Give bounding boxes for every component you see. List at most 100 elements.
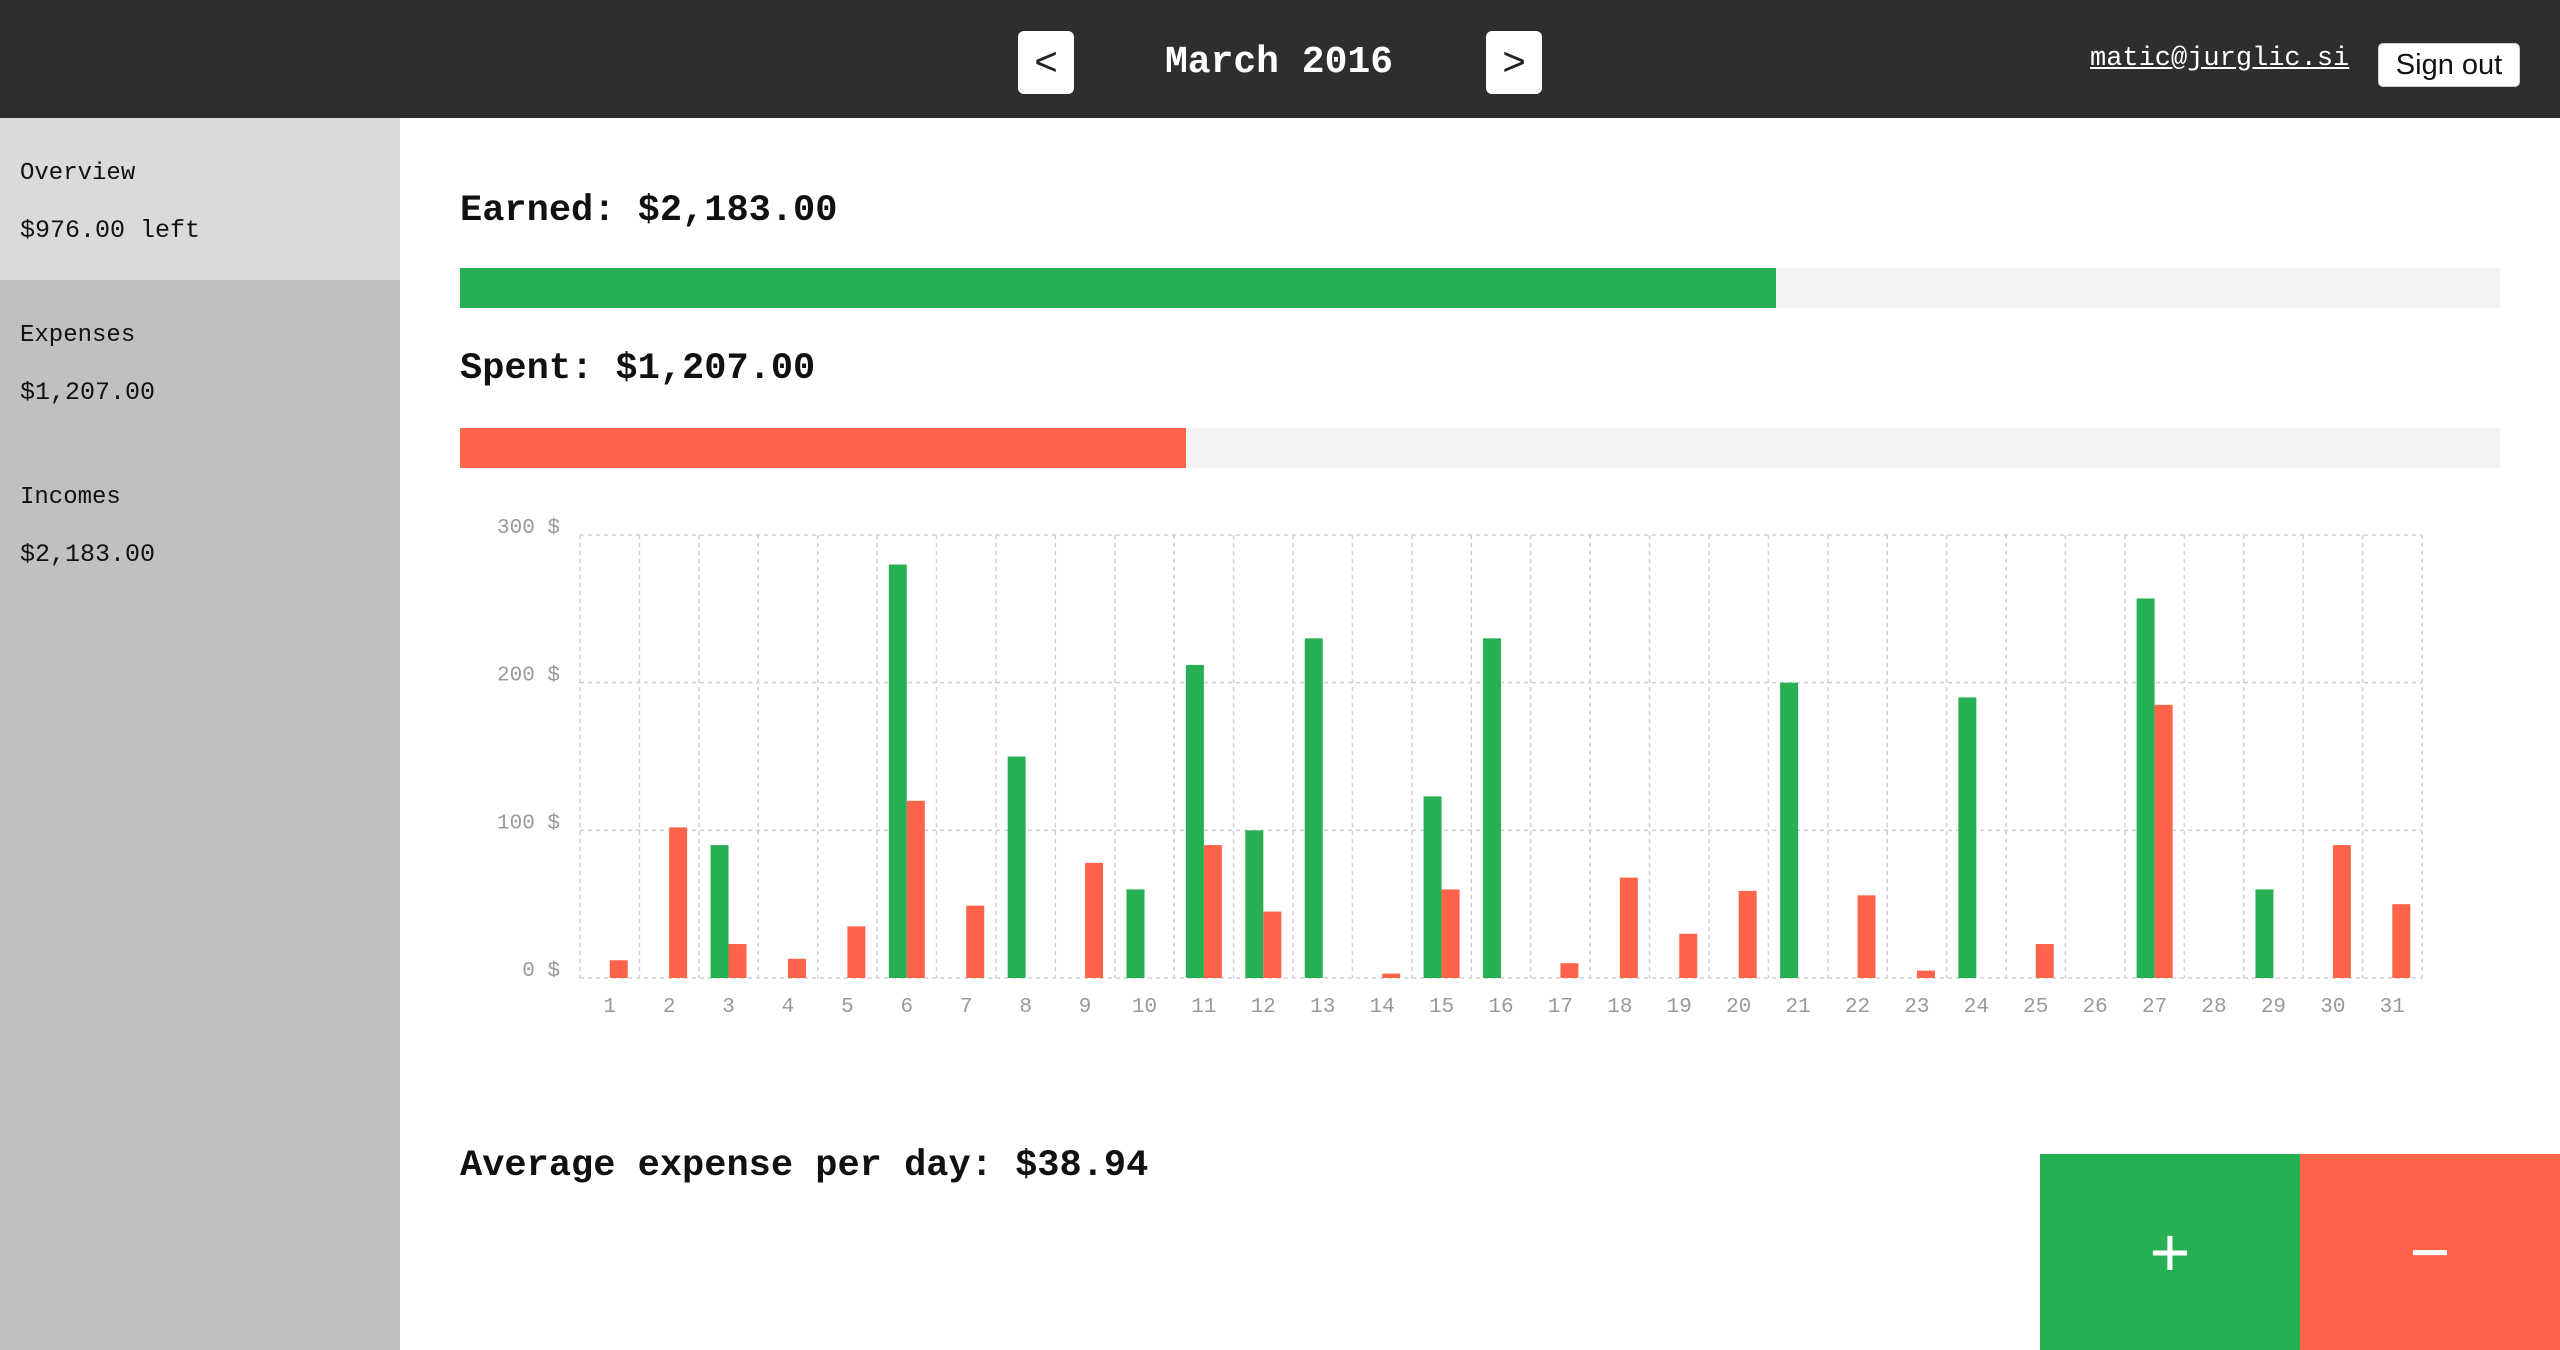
expense-bar	[1679, 933, 1698, 978]
top-bar: < March 2016 > matic@jurglic.si Sign out	[0, 0, 2560, 118]
y-tick-label: 100 $	[497, 812, 560, 835]
earned-progress-track	[460, 268, 2500, 308]
y-tick-label: 0 $	[522, 960, 560, 983]
sidebar-item-value: $976.00 left	[20, 216, 201, 245]
sidebar-item-incomes[interactable]: Incomes $2,183.00	[0, 442, 400, 604]
spent-heading: Spent: $1,207.00	[460, 348, 816, 390]
spent-progress-track	[460, 428, 2500, 468]
x-tick-label: 27	[2142, 996, 2167, 1019]
income-bar	[1245, 830, 1264, 978]
expense-bar	[1085, 862, 1104, 978]
income-bar	[1185, 664, 1204, 978]
x-tick-label: 7	[960, 996, 973, 1019]
x-tick-label: 2	[663, 996, 676, 1019]
expense-bar	[669, 827, 688, 978]
x-tick-label: 29	[2261, 996, 2286, 1019]
sidebar-item-label: Expenses	[20, 322, 136, 349]
earned-heading: Earned: $2,183.00	[460, 190, 838, 232]
x-tick-label: 16	[1488, 996, 1513, 1019]
expense-bar	[966, 905, 985, 978]
x-tick-label: 23	[1904, 996, 1929, 1019]
sidebar-item-value: $2,183.00	[20, 540, 156, 569]
x-tick-label: 26	[2083, 996, 2108, 1019]
income-bar	[888, 564, 907, 978]
x-tick-label: 11	[1191, 996, 1216, 1019]
add-expense-button[interactable]: −	[2300, 1154, 2560, 1350]
x-tick-label: 12	[1251, 996, 1276, 1019]
expense-bar	[906, 800, 925, 978]
sidebar-item-value: $1,207.00	[20, 378, 156, 407]
y-tick-label: 200 $	[497, 665, 560, 688]
expense-bar	[1619, 877, 1638, 978]
expense-bar	[728, 944, 747, 978]
income-bar	[1483, 638, 1501, 978]
x-tick-label: 1	[603, 996, 616, 1019]
x-tick-label: 10	[1132, 996, 1157, 1019]
previous-month-button[interactable]: <	[1018, 31, 1074, 94]
x-tick-label: 18	[1607, 996, 1632, 1019]
x-tick-label: 25	[2023, 996, 2048, 1019]
chevron-left-icon: <	[1034, 40, 1058, 84]
x-tick-label: 3	[722, 996, 735, 1019]
x-tick-label: 20	[1726, 996, 1751, 1019]
income-bar	[1126, 889, 1145, 978]
x-tick-label: 14	[1370, 996, 1395, 1019]
daily-bar-chart: 0 $100 $200 $300 $1 2 3 4 5 6 7 8 9 10 11 12 13 14 15 1…	[497, 517, 2423, 1019]
average-expense-text: Average expense per day: $38.94	[460, 1145, 1149, 1187]
income-bar	[1958, 697, 1977, 978]
income-bar	[2255, 889, 2274, 978]
x-tick-label: 21	[1785, 996, 1810, 1019]
expense-bar	[1560, 963, 1579, 978]
y-tick-label: 300 $	[497, 517, 560, 540]
income-bar	[710, 845, 729, 978]
x-tick-label: 8	[1019, 996, 1032, 1019]
income-bar	[2136, 598, 2155, 978]
expense-bar	[1203, 845, 1222, 978]
sidebar-item-label: Incomes	[20, 484, 121, 511]
sidebar-item-overview[interactable]: Overview $976.00 left	[0, 118, 400, 280]
expense-bar	[1263, 911, 1282, 978]
x-tick-label: 6	[901, 996, 914, 1019]
x-tick-label: 31	[2380, 996, 2405, 1019]
sign-out-button[interactable]: Sign out	[2378, 43, 2520, 87]
expense-bar	[787, 958, 806, 978]
expense-bar	[609, 960, 628, 978]
x-tick-label: 22	[1845, 996, 1870, 1019]
x-tick-label: 24	[1964, 996, 1989, 1019]
income-bar	[1423, 796, 1442, 978]
x-tick-label: 19	[1667, 996, 1692, 1019]
expense-bar	[847, 926, 866, 978]
x-tick-label: 5	[841, 996, 854, 1019]
x-tick-label: 9	[1079, 996, 1092, 1019]
x-tick-label: 28	[2201, 996, 2226, 1019]
expense-bar	[1441, 889, 1460, 978]
minus-icon: −	[2409, 1213, 2451, 1291]
x-tick-label: 17	[1548, 996, 1573, 1019]
expense-bar	[1916, 970, 1935, 978]
expense-bar	[2154, 704, 2173, 978]
income-bar	[1780, 682, 1799, 978]
expense-bar	[2392, 904, 2411, 978]
expense-bar	[1382, 973, 1401, 978]
sidebar-item-label: Overview	[20, 160, 136, 187]
chevron-right-icon: >	[1502, 40, 1526, 84]
add-income-button[interactable]: +	[2040, 1154, 2300, 1350]
spent-progress-fill	[460, 428, 1187, 468]
month-title: March 2016	[1164, 41, 1394, 84]
earned-progress-fill	[460, 268, 1776, 308]
expense-bar	[2332, 845, 2351, 978]
x-tick-label: 15	[1429, 996, 1454, 1019]
plus-icon: +	[2149, 1213, 2191, 1291]
x-tick-label: 13	[1310, 996, 1335, 1019]
user-email-link[interactable]: matic@jurglic.si	[2090, 44, 2350, 74]
expense-bar	[1857, 895, 1876, 978]
expense-bar	[2035, 944, 2054, 978]
income-bar	[1007, 756, 1026, 978]
income-bar	[1304, 638, 1323, 978]
sidebar: Overview $976.00 left Expenses $1,207.00…	[0, 118, 400, 1350]
x-tick-label: 4	[782, 996, 795, 1019]
x-tick-label: 30	[2320, 996, 2345, 1019]
next-month-button[interactable]: >	[1486, 31, 1542, 94]
sidebar-item-expenses[interactable]: Expenses $1,207.00	[0, 280, 400, 442]
expense-bar	[1738, 890, 1757, 978]
